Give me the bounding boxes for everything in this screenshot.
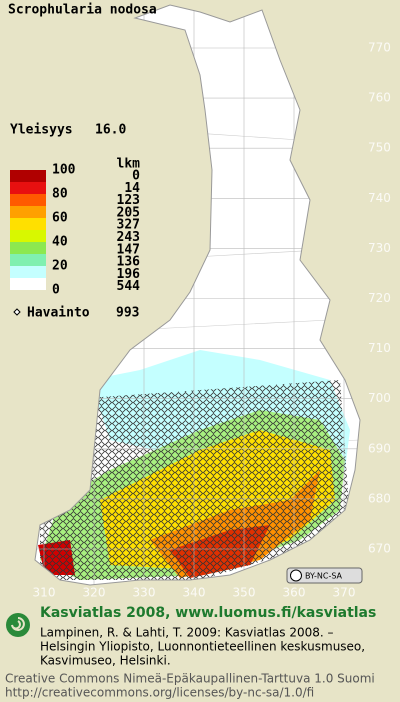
legend-swatch <box>10 218 46 230</box>
legend-count: 196 <box>117 267 141 282</box>
east-coordinate: 310 <box>33 586 56 600</box>
east-coordinate: 330 <box>133 586 156 600</box>
east-coordinate: 340 <box>183 586 206 600</box>
legend-count: 205 <box>117 205 140 220</box>
north-coordinate: 760 <box>368 91 391 105</box>
frequency-value: 16.0 <box>95 123 126 138</box>
north-coordinate: 750 <box>368 141 391 155</box>
license-badge[interactable] <box>286 567 363 584</box>
legend-count: 147 <box>117 242 140 257</box>
count-header: lkm <box>117 157 141 172</box>
north-coordinate: 670 <box>368 542 391 556</box>
north-coordinate: 740 <box>368 191 391 205</box>
legend-swatch <box>10 182 46 194</box>
legend-class: 80 <box>52 187 68 202</box>
legend-swatch <box>10 170 46 182</box>
north-coordinate: 710 <box>368 341 391 355</box>
legend-count: 327 <box>117 218 140 233</box>
legend-count: 14 <box>124 181 140 196</box>
observation-symbol <box>13 308 21 316</box>
logo <box>6 613 30 637</box>
license-badge-text: BY-NC-SA <box>305 572 343 581</box>
logo-mark <box>6 613 30 637</box>
legend-count: 136 <box>117 255 141 270</box>
legend-count: 0 <box>132 169 140 184</box>
legend-class: 100 <box>52 163 76 178</box>
legend-count: 544 <box>117 279 141 294</box>
north-coordinate: 690 <box>368 441 391 455</box>
observations-value: 993 <box>116 306 139 321</box>
license-text: Creative Commons Nimeä-Epäkaupallinen-Ta… <box>5 672 375 686</box>
license-url[interactable]: http://creativecommons.org/licenses/by-n… <box>5 686 314 700</box>
legend-swatch <box>10 278 46 290</box>
regions <box>99 129 360 451</box>
citation-line: Helsingin Yliopisto, Luonnontieteellinen… <box>40 640 365 654</box>
citation-line: Lampinen, R. & Lahti, T. 2009: Kasviatla… <box>40 626 334 640</box>
north-coordinate: 730 <box>368 241 391 255</box>
observations-label: Havainto <box>27 306 90 321</box>
north-coordinate: 720 <box>368 291 391 305</box>
east-coordinate: 350 <box>233 586 256 600</box>
frequency-label: Yleisyys <box>10 123 73 138</box>
north-coordinate: 680 <box>368 491 391 505</box>
cc-icon <box>290 569 302 582</box>
observations-area <box>40 380 350 580</box>
legend-count: 123 <box>117 193 140 208</box>
border <box>34 4 361 586</box>
legend-swatch <box>10 206 46 218</box>
legend-class: 40 <box>52 235 68 250</box>
legend-swatch <box>10 230 46 242</box>
east-coordinate: 370 <box>333 586 356 600</box>
citation-line: Kasvimuseo, Helsinki. <box>40 654 171 668</box>
legend-class: 60 <box>52 211 68 226</box>
legend-class: 20 <box>52 259 68 274</box>
species-title: Scrophularia nodosa <box>8 3 157 18</box>
logo-spiral <box>11 617 25 631</box>
footer-heading[interactable]: Kasviatlas 2008, www.luomus.fi/kasviatla… <box>40 605 376 621</box>
east-coordinate: 360 <box>283 586 306 600</box>
legend-class: 0 <box>52 283 60 298</box>
north-coordinate: 770 <box>368 41 391 55</box>
legend-count: 243 <box>117 230 140 245</box>
legend-swatch <box>10 242 46 254</box>
legend-swatch <box>10 194 46 206</box>
legend-swatch <box>10 254 46 266</box>
legend-swatch <box>10 266 46 278</box>
north-coordinate: 700 <box>368 391 391 405</box>
east-coordinate: 320 <box>83 586 106 600</box>
